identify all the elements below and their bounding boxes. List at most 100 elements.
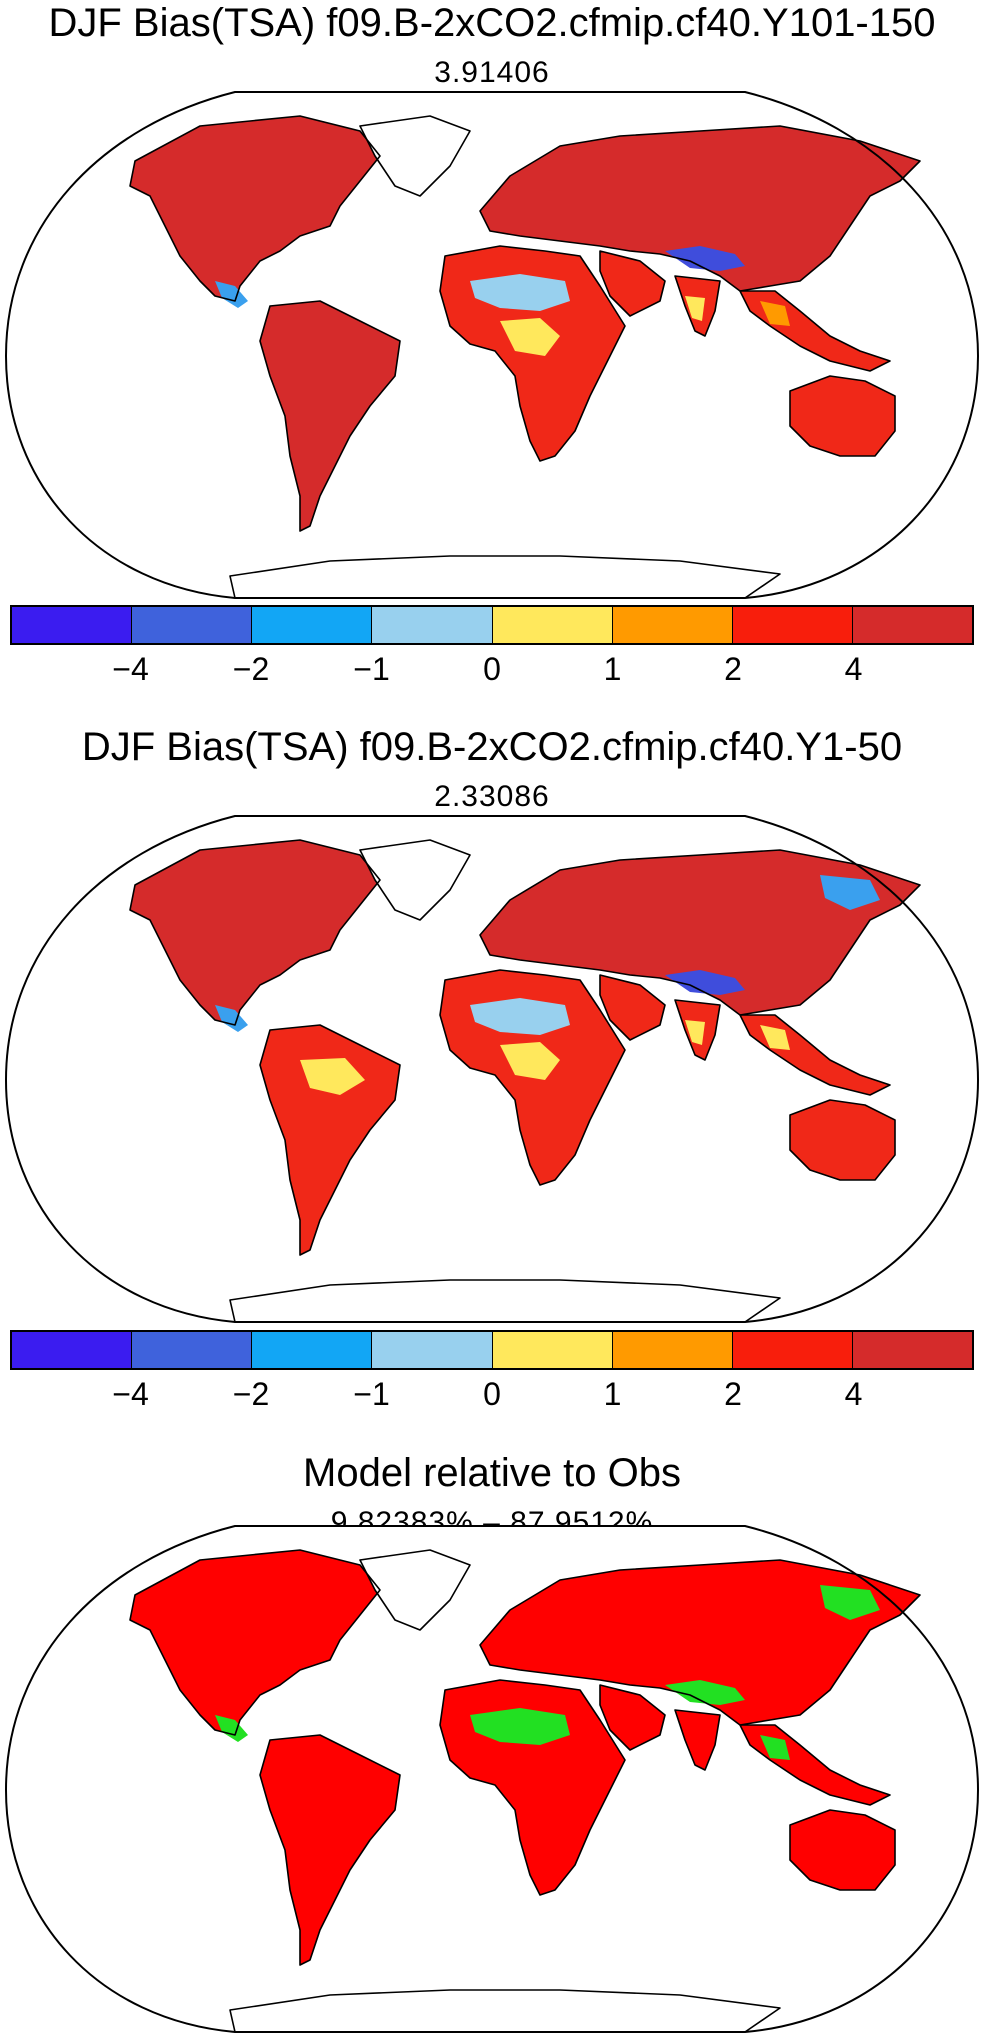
colorbar-tick-label: 1: [603, 1376, 622, 1412]
colorbar-segment: [372, 607, 493, 643]
coastline-arabia: [599, 250, 666, 317]
colorbar-segment: [732, 1332, 853, 1368]
panel1-subtitle: 3.91406: [434, 56, 550, 89]
colorbar-tick-label: 4: [844, 651, 863, 687]
coastline-africa: [439, 969, 626, 1186]
anomaly-patch-central-america: [215, 281, 248, 308]
colorbar-tick-label: −2: [232, 1376, 270, 1412]
coastline-australia: [789, 1099, 896, 1181]
anomaly-patch-tibet: [665, 1680, 745, 1705]
colorbar-segment: [372, 1332, 493, 1368]
coastline-australia: [789, 1809, 896, 1891]
region-fill-india: [675, 1710, 720, 1770]
coastline-north-america: [129, 839, 381, 1026]
colorbar-tick-label: 4: [844, 1376, 863, 1412]
anomaly-patch-africa-sahel2: [500, 1042, 560, 1080]
colorbar-segment: [492, 607, 613, 643]
anomaly-patch-central-america: [215, 1715, 248, 1742]
panel2-colorbar: [10, 1330, 974, 1370]
region-fill-greenland: [360, 116, 470, 196]
coastline-eurasia: [479, 849, 921, 1016]
region-fill-north-america: [130, 116, 380, 301]
anomaly-patch-tibet: [665, 970, 745, 995]
coastline-india: [674, 999, 721, 1061]
colorbar-tick-label: −1: [353, 1376, 390, 1412]
region-fill-arabia: [600, 975, 665, 1040]
colorbar-segment: [732, 607, 853, 643]
colorbar-tick-label: 1: [603, 651, 622, 687]
region-fill-australia: [790, 1810, 895, 1890]
region-fill-arabia: [600, 251, 665, 316]
region-fill-antarctica: [230, 1280, 780, 1322]
anomaly-patch-africa-sahel: [470, 998, 570, 1035]
panel2-colorbar-ticks: −4 −2 −1 0 1 2 4: [10, 1375, 974, 1415]
anomaly-patch-seasia-patch: [760, 1025, 790, 1050]
panel1-colorbar: [10, 605, 974, 645]
panel3-map: [4, 1525, 980, 2033]
panel2-subtitle: 2.33086: [434, 780, 550, 813]
colorbar-segment: [132, 1332, 253, 1368]
anomaly-patch-tibet: [665, 246, 745, 271]
region-fill-north-america: [130, 840, 380, 1025]
colorbar-segment: [252, 1332, 373, 1368]
coastline-africa: [439, 1679, 626, 1896]
panel2-title: DJF Bias(TSA) f09.B-2xCO2.cfmip.cf40.Y1-…: [81, 725, 903, 769]
colorbar-segment: [852, 607, 972, 643]
colorbar-segment: [852, 1332, 972, 1368]
panel1-map: [4, 91, 980, 599]
colorbar-segment: [132, 607, 253, 643]
anomaly-patch-india-patch: [685, 1020, 705, 1045]
region-fill-australia: [790, 1100, 895, 1180]
region-fill-greenland: [360, 840, 470, 920]
colorbar-tick-label: 0: [483, 651, 501, 687]
anomaly-patch-siberia-patch: [820, 1585, 880, 1620]
anomaly-patch-siberia-patch: [820, 875, 880, 910]
colorbar-tick-label: −2: [232, 651, 270, 687]
colorbar-segment: [12, 607, 133, 643]
anomaly-patch-seasia-patch: [760, 301, 790, 326]
coastline-africa: [439, 245, 626, 462]
colorbar-segment: [612, 1332, 733, 1368]
anomaly-patch-africa-sahel2: [500, 318, 560, 356]
coastline-greenland: [359, 1549, 471, 1631]
colorbar-tick-label: 2: [724, 651, 742, 687]
coastline-south-america: [259, 1024, 401, 1256]
coastline-eurasia: [479, 125, 921, 292]
anomaly-patch-seasia-patch: [760, 1735, 790, 1760]
panel1-colorbar-ticks: −4 −2 −1 0 1 2 4: [10, 650, 974, 690]
region-fill-antarctica: [230, 1990, 780, 2032]
coastline-australia: [789, 375, 896, 457]
region-fill-eurasia: [480, 1560, 920, 1725]
coastline-india: [674, 1709, 721, 1771]
coastline-india: [674, 275, 721, 337]
anomaly-patch-india-patch: [685, 296, 705, 321]
map-border: [4, 815, 980, 1323]
colorbar-segment: [12, 1332, 133, 1368]
coastline-greenland: [359, 839, 471, 921]
coastline-greenland: [359, 115, 471, 197]
coastline-eurasia: [479, 1559, 921, 1726]
colorbar-tick-label: 0: [483, 1376, 501, 1412]
coastline-south-america: [259, 1734, 401, 1966]
region-fill-antarctica: [230, 556, 780, 598]
anomaly-patch-africa-sahel: [470, 1708, 570, 1745]
panel1-title: DJF Bias(TSA) f09.B-2xCO2.cfmip.cf40.Y10…: [48, 1, 936, 45]
colorbar-tick-label: −1: [353, 651, 390, 687]
coastline-arabia: [599, 974, 666, 1041]
coastline-north-america: [129, 1549, 381, 1736]
map-border: [4, 91, 980, 599]
colorbar-tick-label: −4: [112, 651, 149, 687]
panel3-title: Model relative to Obs: [303, 1451, 681, 1495]
map-border: [4, 1525, 980, 2033]
coastline-se-asia: [739, 1014, 891, 1096]
colorbar-segment: [612, 607, 733, 643]
region-fill-eurasia: [480, 126, 920, 291]
coastline-se-asia: [739, 1724, 891, 1806]
coastline-arabia: [599, 1684, 666, 1751]
region-fill-greenland: [360, 1550, 470, 1630]
anomaly-patch-sa-patch: [300, 1058, 365, 1095]
coastline-se-asia: [739, 290, 891, 372]
colorbar-tick-label: −4: [112, 1376, 149, 1412]
region-fill-arabia: [600, 1685, 665, 1750]
region-fill-eurasia: [480, 850, 920, 1015]
